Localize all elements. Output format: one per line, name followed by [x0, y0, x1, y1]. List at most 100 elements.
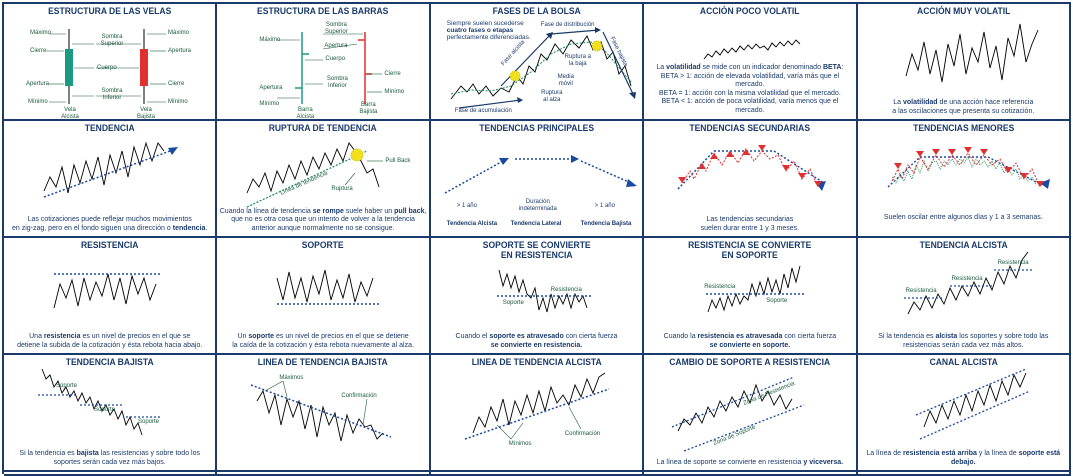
caption: La línea de resistencia está arriba y la…: [866, 450, 1061, 466]
bottom-strip: [857, 472, 1071, 476]
cell-title: SOPORTE: [302, 240, 344, 251]
bottom-strip: [217, 472, 431, 476]
cell-canal: CANAL ALCISTA La línea de resistencia es…: [857, 355, 1071, 472]
caption: Cuando el soporte es atravesado con cier…: [455, 333, 618, 349]
label: Ruptura a la baja: [564, 54, 591, 67]
label: Cuerpo: [325, 56, 346, 62]
secondary-trends: [677, 145, 827, 191]
label: Resistencia: [997, 260, 1029, 266]
caption: La volatilidad se mide con un indicador …: [656, 64, 844, 114]
label: Resistencia: [550, 287, 582, 293]
label: Mínimo: [384, 89, 405, 95]
intro-text: cuatro fases o etapas: [446, 27, 514, 34]
high-vol-line: [905, 23, 1039, 83]
cell-poco-volatil: ACCIÓN POCO VOLATIL La volatilidad se mi…: [644, 4, 858, 121]
label: Vela Bajista: [136, 107, 155, 120]
cell-title: SOPORTE SE CONVIERTE EN RESISTENCIA: [482, 240, 591, 261]
caption: Si la tendencia es alcista los soportes …: [878, 333, 1049, 349]
label: Pull Back: [385, 158, 411, 164]
cell-title: ACCIÓN MUY VOLATIL: [916, 6, 1010, 17]
breakout-diagram: [246, 142, 384, 208]
cell-title: TENDENCIA BAJISTA: [65, 357, 154, 368]
cell-title: TENDENCIA ALCISTA: [919, 240, 1008, 251]
label: Barra Bajista: [359, 102, 378, 115]
label: > 1 año: [594, 203, 615, 209]
label: Cierre: [384, 71, 401, 77]
label: Confirmación: [564, 431, 601, 437]
caption: Cuando la resistencia es atravesada con …: [663, 333, 837, 349]
cell-title: CANAL ALCISTA: [929, 357, 998, 368]
cell-title: LINEA DE TENDENCIA BAJISTA: [258, 357, 389, 368]
label: Soporte: [766, 298, 788, 304]
low-vol-line: [703, 39, 801, 60]
cell-linea-bajista: LINEA DE TENDENCIA BAJISTA Máximos Confi…: [217, 355, 431, 472]
cell-title: RESISTENCIA: [80, 240, 139, 251]
label: Apertura: [324, 43, 348, 49]
uptrend-diagram: [903, 251, 1032, 315]
label: Vela Alcista: [61, 107, 79, 120]
candles-diagram: [46, 29, 166, 104]
cell-title: ACCIÓN POCO VOLATIL: [700, 6, 800, 17]
label: Cierre: [168, 81, 185, 87]
caption: Suelen oscilar entre algunos días y 1 a …: [883, 213, 1043, 221]
cell-title: TENDENCIAS SECUNDARIAS: [689, 123, 811, 134]
cell-menores: TENDENCIAS MENORES Suelen oscilar entre …: [857, 121, 1071, 238]
caption: La volatilidad de una acción hace refere…: [892, 99, 1035, 115]
cell-title: ESTRUCTURA DE LAS VELAS: [48, 6, 172, 17]
label: Sombra Superior: [325, 22, 348, 35]
label: Soporte: [56, 383, 78, 389]
cell-title: TENDENCIA: [84, 123, 135, 134]
caption: Si la tendencia es bajista las resistenc…: [19, 450, 200, 466]
bottom-strip: [644, 472, 858, 476]
cell-barras: ESTRUCTURA DE LAS BARRAS Máximo Sombra S…: [217, 4, 431, 121]
label: Mínimo: [28, 99, 48, 105]
label: > 1 año: [456, 203, 477, 209]
trend-diagram: [43, 141, 178, 198]
cell-principales: TENDENCIAS PRINCIPALES > 1 año Duración …: [430, 121, 645, 238]
cell-sop-res: SOPORTE SE CONVIERTE EN RESISTENCIA Resis…: [430, 238, 645, 355]
cell-soporte: SOPORTE Un soporte es un nivel de precio…: [217, 238, 431, 355]
label: Tendencia Alcista: [446, 221, 498, 227]
cell-title: LINEA DE TENDENCIA ALCISTA: [471, 357, 602, 368]
label: Mínimo: [259, 101, 280, 107]
bottom-strip: [4, 472, 218, 476]
label: Apertura: [26, 81, 50, 87]
cell-tend-alcista: TENDENCIA ALCISTA Resistencia Resistenci…: [857, 238, 1071, 355]
cell-secundarias: TENDENCIAS SECUNDARIAS Las tendencias se…: [644, 121, 858, 238]
down-trendline: [251, 380, 392, 442]
label: Sombra Inferior: [101, 88, 123, 101]
cell-muy-volatil: ACCIÓN MUY VOLATIL La volatilidad de una…: [857, 4, 1071, 121]
label: Cuerpo: [97, 65, 117, 71]
label: Media móvil: [557, 74, 574, 87]
label: Tendencia Bajista: [580, 221, 632, 227]
label: Fase de acumulación: [454, 108, 512, 114]
cell-title: FASES DE LA BOLSA: [492, 6, 581, 17]
cell-title: TENDENCIAS MENORES: [912, 123, 1014, 134]
label: Sombra Inferior: [326, 76, 348, 89]
res-to-sup-diagram: [706, 265, 805, 313]
cell-res-sop: RESISTENCIA SE CONVIERTE EN SOPORTE Resis…: [644, 238, 858, 355]
resistance-diagram: [53, 273, 160, 309]
sup-to-res-diagram: [496, 269, 593, 313]
label: Máximos: [279, 375, 304, 381]
cell-cambio: CAMBIO DE SOPORTE A RESISTENCIA Zona de …: [644, 355, 858, 472]
label: Máximo: [30, 30, 52, 36]
up-channel: [915, 368, 1030, 440]
caption: Una resistencia es un nivel de precios e…: [17, 333, 203, 349]
label: Ruptura: [331, 186, 353, 192]
label: Apertura: [168, 48, 192, 54]
label: Resistencia: [905, 288, 937, 294]
cell-title: ESTRUCTURA DE LAS BARRAS: [257, 6, 389, 17]
label: Resistencia: [951, 276, 983, 282]
cell-velas: ESTRUCTURA DE LAS VELAS Máximo Máximo So…: [4, 4, 218, 121]
label: Resistencia: [704, 284, 736, 290]
label: Cierre: [30, 48, 47, 54]
cell-title: RUPTURA DE TENDENCIA: [269, 123, 378, 134]
bottom-strip: [430, 472, 645, 476]
main-trends-diagram: [444, 155, 637, 194]
label: Mínimos: [508, 441, 532, 447]
label: Soporte: [94, 407, 116, 413]
caption: Cuando la línea de tendencia se rompe su…: [219, 207, 427, 232]
caption: Las cotizaciones puede reflejar muchos m…: [12, 216, 208, 232]
